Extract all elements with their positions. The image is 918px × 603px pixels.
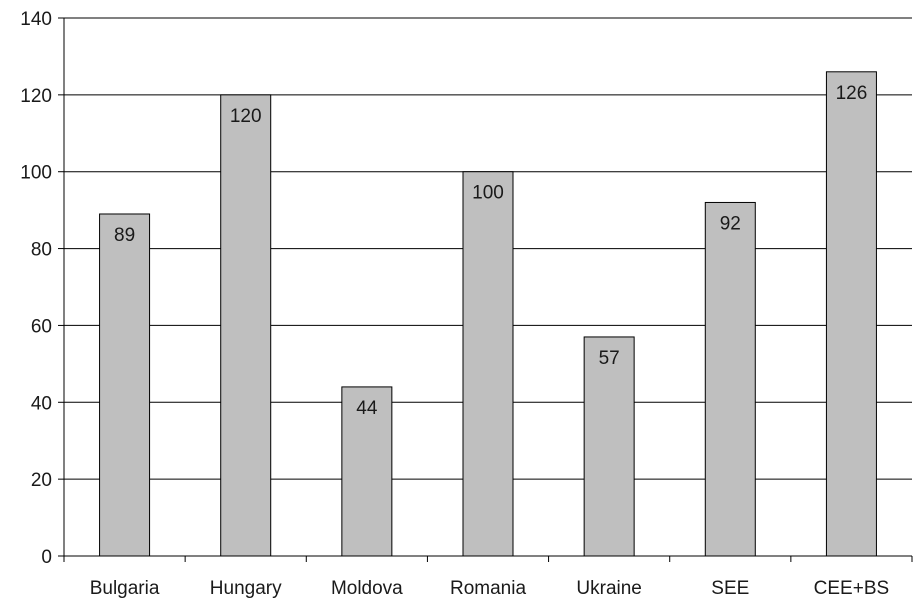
y-tick-label: 40 xyxy=(31,393,52,414)
x-category-label: SEE xyxy=(711,578,749,599)
x-category-label: Bulgaria xyxy=(90,578,160,599)
y-tick-label: 80 xyxy=(31,240,52,261)
bar-romania xyxy=(462,171,514,557)
x-category-label: CEE+BS xyxy=(814,578,890,599)
x-category-label: Moldova xyxy=(331,578,403,599)
x-category-label: Romania xyxy=(450,578,526,599)
labels: 0 20 40 60 80 100 120 140 89 Bulgaria 120 Hungary 44… xyxy=(20,9,889,599)
data-label: 57 xyxy=(599,348,620,369)
y-tick-label: 0 xyxy=(41,547,52,568)
bar-hungary xyxy=(220,94,272,557)
data-label: 126 xyxy=(836,83,868,104)
data-label: 100 xyxy=(472,183,504,204)
x-category-label: Ukraine xyxy=(576,578,641,599)
x-category-label: Hungary xyxy=(210,578,282,599)
y-tick-label: 20 xyxy=(31,470,52,491)
bar-see xyxy=(704,201,756,557)
y-tick-label: 120 xyxy=(20,86,52,107)
bar-bulgaria xyxy=(99,213,151,557)
y-tick-label: 140 xyxy=(20,9,52,30)
axes xyxy=(58,17,913,562)
data-label: 120 xyxy=(230,106,262,127)
data-label: 92 xyxy=(720,213,741,234)
data-label: 89 xyxy=(114,225,135,246)
bar-ukraine xyxy=(583,336,635,557)
y-tick-label: 60 xyxy=(31,316,52,337)
data-label: 44 xyxy=(356,398,378,419)
bar-cee-bs xyxy=(825,71,877,557)
bars xyxy=(99,71,877,557)
y-tick-label: 100 xyxy=(20,163,52,184)
